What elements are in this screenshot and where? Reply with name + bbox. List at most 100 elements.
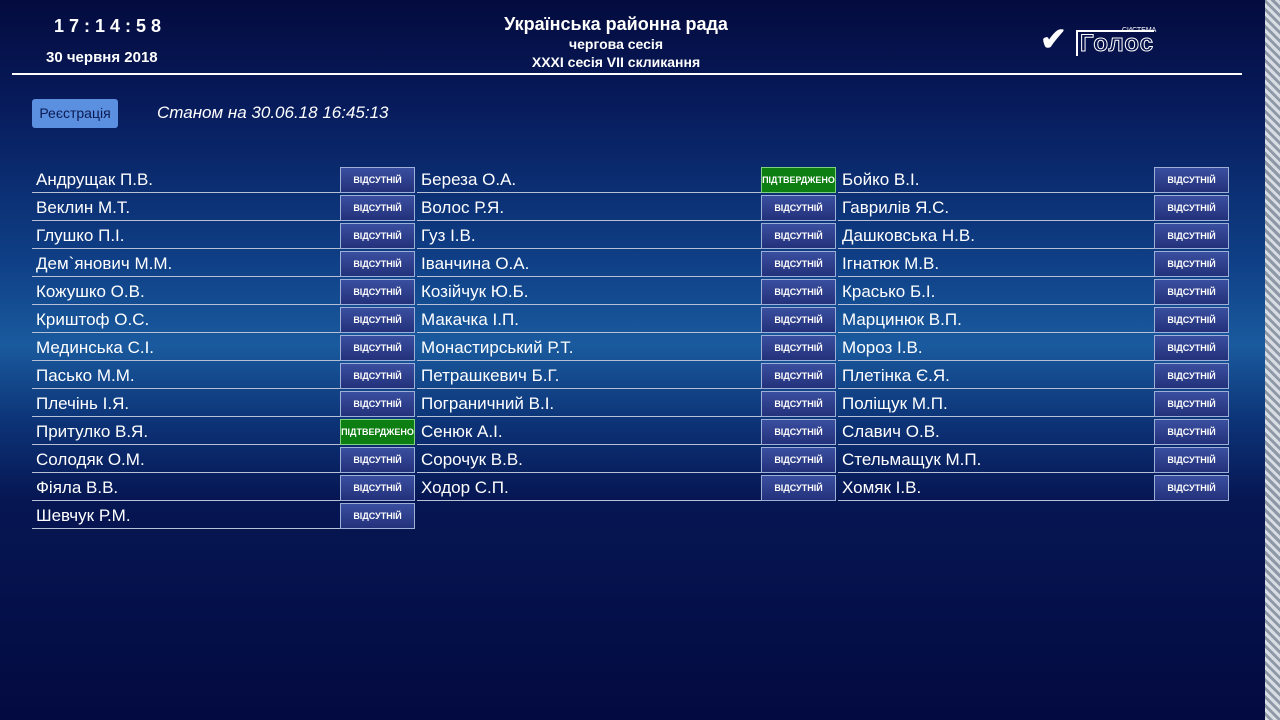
member-row: Фіяла В.В. ВІДСУТНІЙ bbox=[32, 474, 415, 502]
member-name: Глушко П.І. bbox=[32, 222, 340, 249]
member-row: Шевчук Р.М. ВІДСУТНІЙ bbox=[32, 502, 415, 530]
member-row: Сенюк А.І. ВІДСУТНІЙ bbox=[417, 418, 836, 446]
member-row: Андрущак П.В. ВІДСУТНІЙ bbox=[32, 166, 415, 194]
status-badge: ВІДСУТНІЙ bbox=[1154, 279, 1229, 305]
member-name: Дем`янович М.М. bbox=[32, 250, 340, 277]
member-name: Фіяла В.В. bbox=[32, 474, 340, 501]
member-row: Пограничний В.І. ВІДСУТНІЙ bbox=[417, 390, 836, 418]
member-name: Криштоф О.С. bbox=[32, 306, 340, 333]
status-badge: ВІДСУТНІЙ bbox=[761, 307, 836, 333]
status-badge: ПІДТВЕРДЖЕНО bbox=[761, 167, 836, 193]
member-name: Стельмащук М.П. bbox=[838, 446, 1154, 473]
member-name: Притулко В.Я. bbox=[32, 418, 340, 445]
status-badge: ВІДСУТНІЙ bbox=[1154, 475, 1229, 501]
status-badge: ВІДСУТНІЙ bbox=[1154, 363, 1229, 389]
status-text: Станом на 30.06.18 16:45:13 bbox=[157, 103, 389, 122]
logo-check: ✔ bbox=[1040, 21, 1067, 57]
member-name: Веклин М.Т. bbox=[32, 194, 340, 221]
member-name: Красько Б.І. bbox=[838, 278, 1154, 305]
status-badge: ВІДСУТНІЙ bbox=[761, 391, 836, 417]
status-badge: ПІДТВЕРДЖЕНО bbox=[340, 419, 415, 445]
member-row: Бойко В.І. ВІДСУТНІЙ bbox=[838, 166, 1229, 194]
status-badge: ВІДСУТНІЙ bbox=[340, 167, 415, 193]
member-row: Волос Р.Я. ВІДСУТНІЙ bbox=[417, 194, 836, 222]
status-badge: ВІДСУТНІЙ bbox=[761, 447, 836, 473]
member-row: Притулко В.Я. ПІДТВЕРДЖЕНО bbox=[32, 418, 415, 446]
member-name: Іванчина О.А. bbox=[417, 250, 761, 277]
member-name: Сорочук В.В. bbox=[417, 446, 761, 473]
status-badge: ВІДСУТНІЙ bbox=[761, 419, 836, 445]
session: XXXI сесія VII скликання bbox=[531, 54, 701, 70]
status-badge: ВІДСУТНІЙ bbox=[340, 195, 415, 221]
member-row: Криштоф О.С. ВІДСУТНІЙ bbox=[32, 306, 415, 334]
status-badge: ВІДСУТНІЙ bbox=[761, 223, 836, 249]
member-row: Мороз І.В. ВІДСУТНІЙ bbox=[838, 334, 1229, 362]
status-badge: ВІДСУТНІЙ bbox=[761, 335, 836, 361]
decor-strip bbox=[1265, 0, 1280, 720]
logo-small: СИСТЕМА bbox=[1122, 27, 1157, 34]
member-name: Славич О.В. bbox=[838, 418, 1154, 445]
status-badge: ВІДСУТНІЙ bbox=[340, 363, 415, 389]
member-row: Гаврилів Я.С. ВІДСУТНІЙ bbox=[838, 194, 1229, 222]
member-row: Ходор С.П. ВІДСУТНІЙ bbox=[417, 474, 836, 502]
status-badge: ВІДСУТНІЙ bbox=[340, 279, 415, 305]
status-badge: ВІДСУТНІЙ bbox=[1154, 391, 1229, 417]
member-row: Береза О.А. ПІДТВЕРДЖЕНО bbox=[417, 166, 836, 194]
member-row: Монастирський Р.Т. ВІДСУТНІЙ bbox=[417, 334, 836, 362]
member-name: Козійчук Ю.Б. bbox=[417, 278, 761, 305]
member-row: Славич О.В. ВІДСУТНІЙ bbox=[838, 418, 1229, 446]
member-name: Солодяк О.М. bbox=[32, 446, 340, 473]
member-row: Дем`янович М.М. ВІДСУТНІЙ bbox=[32, 250, 415, 278]
member-name: Дашковська Н.В. bbox=[838, 222, 1154, 249]
header-line bbox=[12, 73, 1242, 75]
status-badge: ВІДСУТНІЙ bbox=[1154, 167, 1229, 193]
status-badge: ВІДСУТНІЙ bbox=[340, 335, 415, 361]
member-name: Ігнатюк М.В. bbox=[838, 250, 1154, 277]
status-badge: ВІДСУТНІЙ bbox=[1154, 335, 1229, 361]
member-name: Шевчук Р.М. bbox=[32, 502, 340, 529]
member-name: Мороз І.В. bbox=[838, 334, 1154, 361]
member-row: Гуз І.В. ВІДСУТНІЙ bbox=[417, 222, 836, 250]
status-badge: ВІДСУТНІЙ bbox=[1154, 419, 1229, 445]
member-row: Сорочук В.В. ВІДСУТНІЙ bbox=[417, 446, 836, 474]
status-badge: ВІДСУТНІЙ bbox=[1154, 307, 1229, 333]
member-name: Монастирський Р.Т. bbox=[417, 334, 761, 361]
status-badge: ВІДСУТНІЙ bbox=[340, 503, 415, 529]
member-row: Поліщук М.П. ВІДСУТНІЙ bbox=[838, 390, 1229, 418]
clock: 17:14:58 bbox=[54, 16, 167, 36]
member-name: Андрущак П.В. bbox=[32, 166, 340, 193]
status-badge: ВІДСУТНІЙ bbox=[340, 447, 415, 473]
logo-text: Голос bbox=[1076, 30, 1155, 56]
status-badge: ВІДСУТНІЙ bbox=[761, 279, 836, 305]
member-name: Бойко В.І. bbox=[838, 166, 1154, 193]
member-name: Сенюк А.І. bbox=[417, 418, 761, 445]
member-row: Хомяк І.В. ВІДСУТНІЙ bbox=[838, 474, 1229, 502]
member-row: Кожушко О.В. ВІДСУТНІЙ bbox=[32, 278, 415, 306]
logo: ✔ Голос СИСТЕМА bbox=[1040, 22, 1170, 58]
member-name: Петрашкевич Б.Г. bbox=[417, 362, 761, 389]
member-row: Стельмащук М.П. ВІДСУТНІЙ bbox=[838, 446, 1229, 474]
status-badge: ВІДСУТНІЙ bbox=[1154, 195, 1229, 221]
member-name: Макачка І.П. bbox=[417, 306, 761, 333]
member-row: Ігнатюк М.В. ВІДСУТНІЙ bbox=[838, 250, 1229, 278]
member-row: Макачка І.П. ВІДСУТНІЙ bbox=[417, 306, 836, 334]
status-badge: ВІДСУТНІЙ bbox=[340, 307, 415, 333]
member-name: Кожушко О.В. bbox=[32, 278, 340, 305]
member-name: Хомяк І.В. bbox=[838, 474, 1154, 501]
status-badge: ВІДСУТНІЙ bbox=[761, 195, 836, 221]
status-badge: ВІДСУТНІЙ bbox=[340, 251, 415, 277]
subtitle: чергова сесія bbox=[569, 36, 663, 52]
member-row: Красько Б.І. ВІДСУТНІЙ bbox=[838, 278, 1229, 306]
member-name: Плечінь І.Я. bbox=[32, 390, 340, 417]
registration-button[interactable]: Реєстрація bbox=[32, 99, 118, 128]
member-row: Глушко П.І. ВІДСУТНІЙ bbox=[32, 222, 415, 250]
status-badge: ВІДСУТНІЙ bbox=[761, 251, 836, 277]
member-name: Пасько М.М. bbox=[32, 362, 340, 389]
member-name: Береза О.А. bbox=[417, 166, 761, 193]
member-name: Марцинюк В.П. bbox=[838, 306, 1154, 333]
status-badge: ВІДСУТНІЙ bbox=[761, 363, 836, 389]
status-badge: ВІДСУТНІЙ bbox=[1154, 447, 1229, 473]
member-name: Гаврилів Я.С. bbox=[838, 194, 1154, 221]
member-row: Козійчук Ю.Б. ВІДСУТНІЙ bbox=[417, 278, 836, 306]
